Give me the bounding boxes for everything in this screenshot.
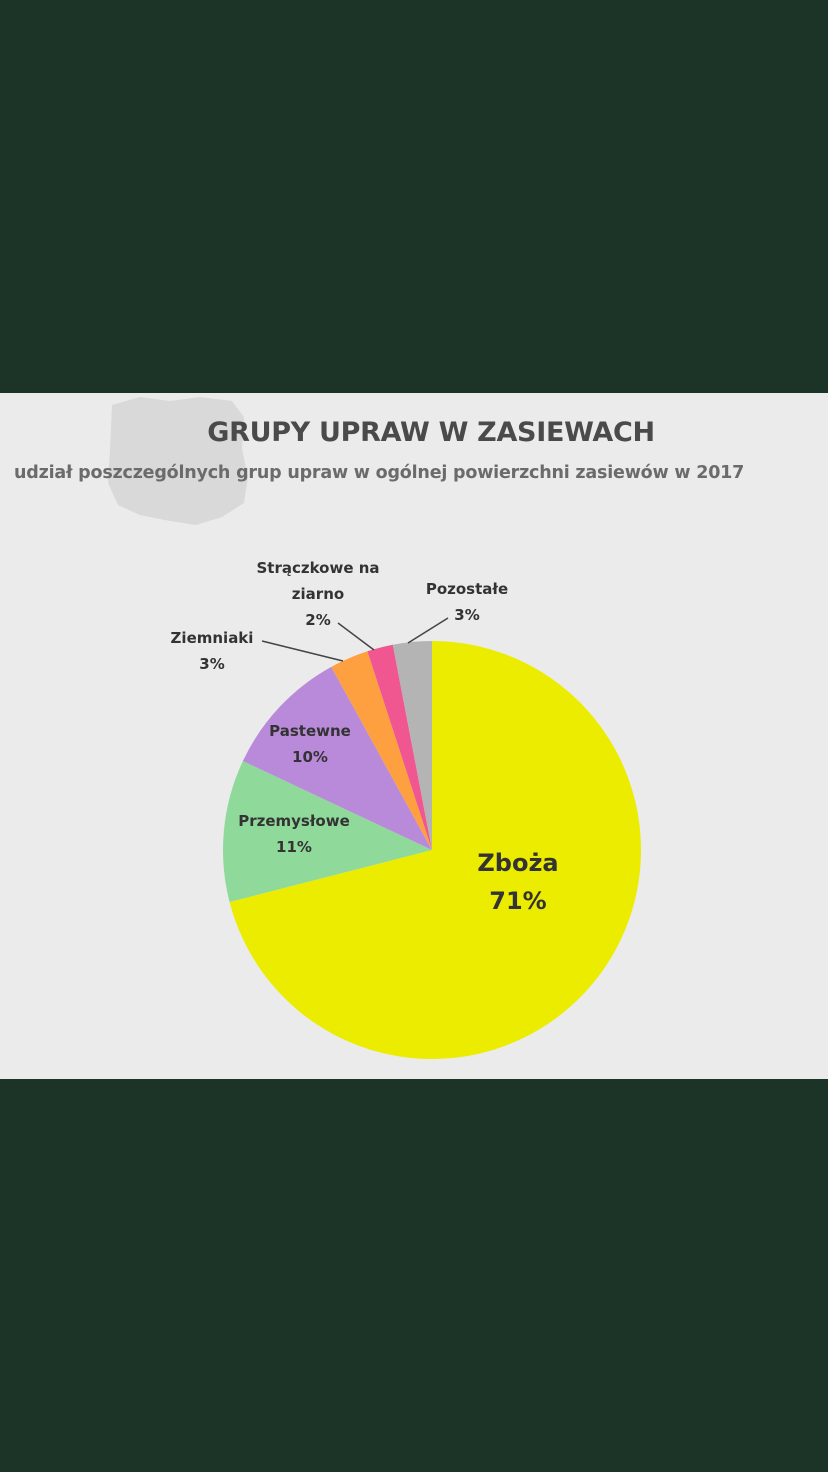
- pie-slice-zboza: [229, 641, 642, 1059]
- pie-slice-ziemniaki: [331, 651, 432, 850]
- pie-slice-pozostale: [392, 641, 432, 850]
- leader-line-pozostale: [407, 617, 449, 644]
- slice-label-pastewne: Pastewne 10%: [269, 722, 351, 766]
- pie-slice-przemyslowe: [223, 761, 432, 902]
- leader-line-straczkowe-na-ziarno: [337, 622, 375, 651]
- pie-slice-pastewne: [242, 666, 432, 850]
- slice-label-ziemniaki: Ziemniaki 3%: [171, 629, 254, 673]
- slice-label-straczkowe-na-ziarno: Strączkowe na ziarno 2%: [256, 559, 379, 629]
- poland-map-watermark: [108, 397, 248, 525]
- leader-line-ziemniaki: [261, 640, 344, 662]
- pie-slice-straczkowe-na-ziarno: [367, 644, 432, 850]
- pie-chart: Zboża 71% Przemysłowe 11% Pastewne 10% Ziemnia…: [108, 397, 642, 1059]
- chart-title: GRUPY UPRAW W ZASIEWACH: [207, 417, 655, 448]
- slice-label-pozostale: Pozostałe 3%: [426, 580, 508, 624]
- chart-panel: Zboża 71% Przemysłowe 11% Pastewne 10% Ziemnia…: [0, 393, 828, 1079]
- slice-label-przemyslowe: Przemysłowe 11%: [238, 812, 350, 856]
- chart-subtitle: udział poszczególnych grup upraw w ogóln…: [14, 463, 745, 483]
- slice-label-zboza: Zboża 71%: [477, 849, 558, 915]
